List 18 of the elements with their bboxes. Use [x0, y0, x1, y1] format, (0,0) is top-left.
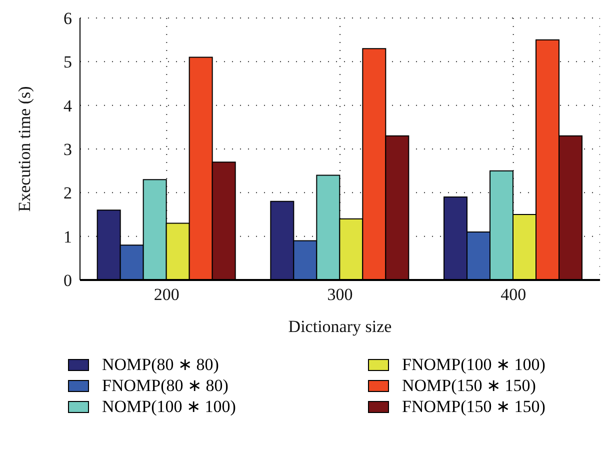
legend-label: NOMP(150 ∗ 150) — [402, 375, 536, 396]
x-tick-label: 300 — [327, 285, 353, 304]
y-tick-label: 4 — [64, 96, 72, 116]
y-tick-label: 3 — [64, 140, 72, 160]
legend-label: NOMP(80 ∗ 80) — [102, 354, 219, 375]
legend-label: NOMP(100 ∗ 100) — [102, 396, 236, 417]
legend-label: FNOMP(100 ∗ 100) — [402, 354, 546, 375]
x-axis-title: Dictionary size — [288, 317, 392, 336]
y-axis-title: Execution time (s) — [15, 86, 34, 212]
y-tick-label: 2 — [64, 184, 72, 203]
x-tick-label: 200 — [154, 285, 180, 304]
x-tick-label: 400 — [500, 285, 526, 304]
legend-label: FNOMP(80 ∗ 80) — [102, 375, 228, 396]
y-tick-label: 6 — [64, 9, 72, 28]
y-tick-label: 5 — [64, 52, 72, 72]
y-tick-label: 0 — [64, 271, 72, 290]
y-tick-label: 1 — [64, 227, 72, 246]
legend-label: FNOMP(150 ∗ 150) — [402, 396, 546, 417]
